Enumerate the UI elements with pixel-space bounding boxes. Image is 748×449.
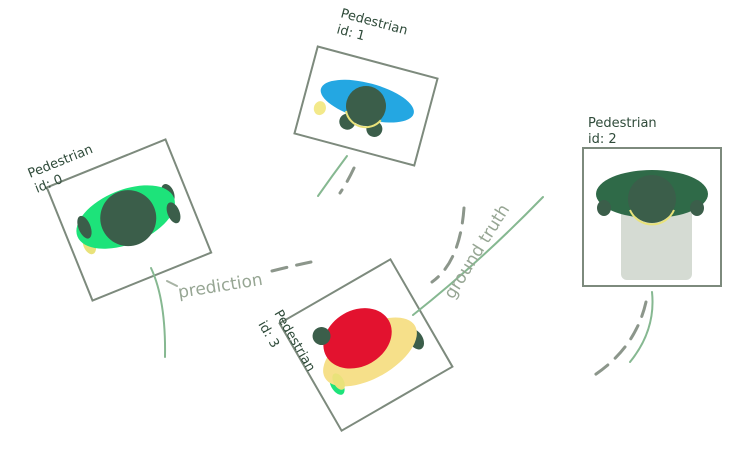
pedestrian-2-ground-truth-path <box>629 291 654 363</box>
pedestrian-2-prediction-path <box>588 300 648 380</box>
pedestrian-3-prediction-path <box>430 206 466 284</box>
pedestrian-1-ground-truth-path <box>317 155 348 197</box>
pedestrian-2: Pedestrian id: 2 <box>582 116 722 380</box>
pedestrian-3-ground-truth-path <box>412 196 544 316</box>
pedestrian-2-class-label: Pedestrian <box>588 116 657 131</box>
pedestrian-1-id-label: id: 1 <box>335 22 367 44</box>
prediction-annotation: prediction <box>177 270 264 303</box>
pedestrian-topdown-icon <box>76 183 181 255</box>
ground-truth-annotation: ground truth <box>440 201 514 303</box>
pedestrian-0-ground-truth-path <box>150 267 167 358</box>
pedestrian-3: Pedestrian id: 3 ground truth <box>255 196 544 433</box>
prediction-pointer <box>166 280 178 287</box>
pedestrian-topdown-icon <box>596 170 708 280</box>
pedestrian-1-prediction-path <box>338 166 356 195</box>
pedestrian-topdown-icon <box>312 308 425 395</box>
pedestrian-0-box <box>45 138 213 302</box>
pedestrian-2-id-label: id: 2 <box>588 132 617 147</box>
pedestrian-3-box <box>278 257 454 433</box>
pedestrian-1: Pedestrian id: 1 <box>293 6 439 197</box>
pedestrian-1-box <box>293 45 439 167</box>
pedestrian-topdown-icon <box>313 79 414 138</box>
pedestrian-0-prediction-path <box>270 260 313 273</box>
